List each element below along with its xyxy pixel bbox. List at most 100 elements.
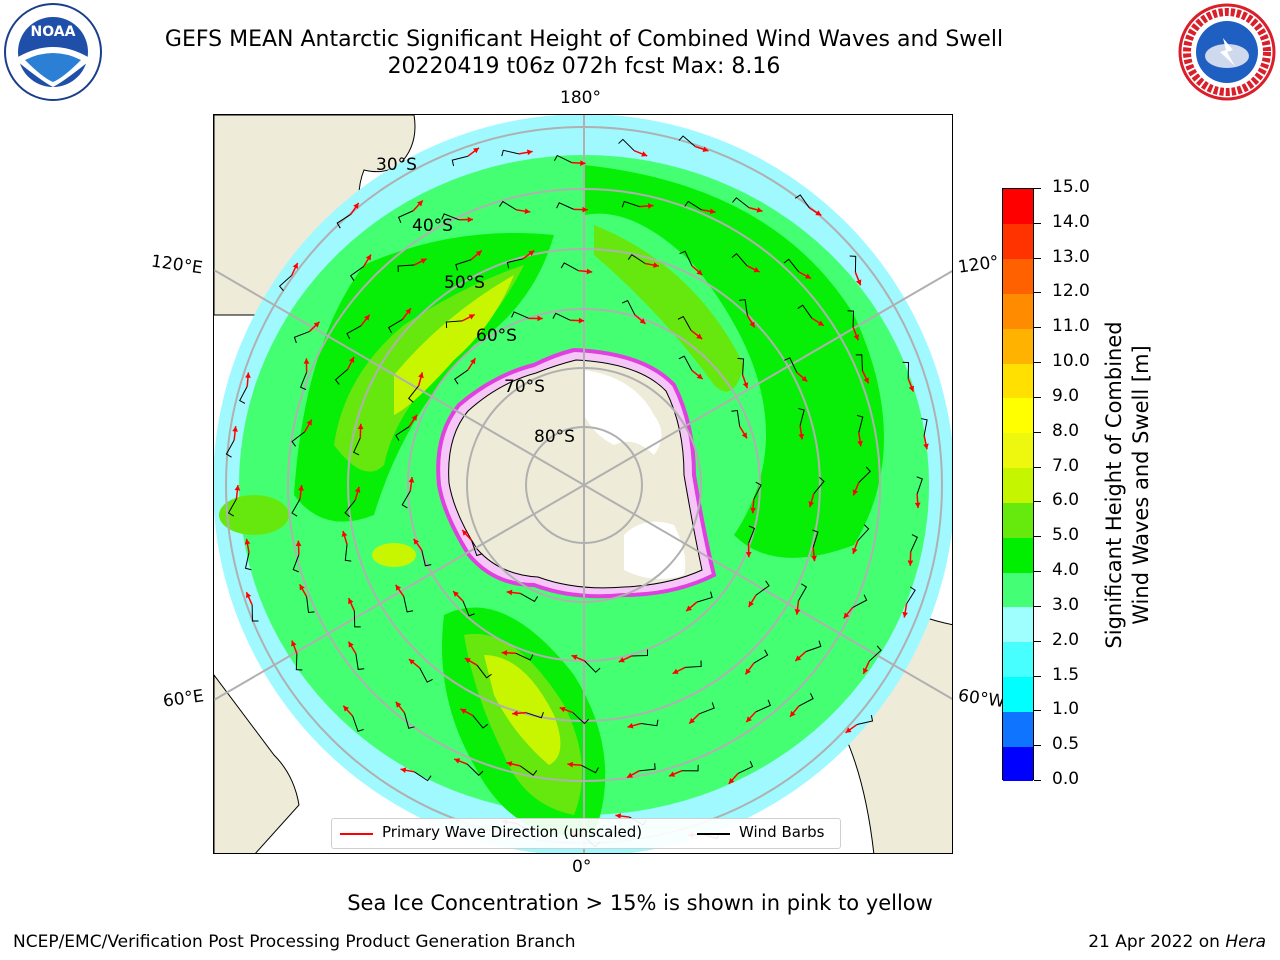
wave-direction-arrowhead — [580, 160, 586, 166]
wind-barb — [678, 355, 693, 371]
colorbar-tick-mark — [1034, 257, 1041, 259]
wind-barb — [731, 253, 748, 267]
wave-direction-arrowhead — [686, 605, 692, 612]
wind-barb — [299, 372, 308, 391]
wave-direction-arrowhead — [728, 777, 735, 784]
wave-direction-arrowhead — [843, 612, 850, 619]
wind-barb — [621, 200, 640, 208]
wind-barb — [731, 409, 741, 427]
wind-barb — [857, 524, 870, 542]
wind-barb — [812, 529, 819, 548]
wave-direction-arrowhead — [420, 258, 427, 264]
wind-barb — [732, 197, 750, 209]
wave-direction-arrowhead — [295, 540, 302, 547]
wind-barb — [291, 498, 301, 517]
credit-left: NCEP/EMC/Verification Post Processing Pr… — [13, 932, 576, 952]
colorbar-tick-mark — [1034, 188, 1041, 189]
wave-direction-arrowhead — [232, 426, 238, 432]
wave-direction-arrowhead — [468, 314, 475, 320]
wind-barb — [239, 386, 248, 404]
graticule — [214, 115, 952, 853]
wave-direction-arrowhead — [798, 433, 805, 440]
wave-direction-arrowhead — [475, 250, 482, 257]
wave-direction-arrowhead — [914, 502, 921, 509]
wind-barb — [794, 194, 810, 209]
wind-barb — [679, 250, 693, 266]
colorbar-segment — [1003, 293, 1033, 329]
wind-barb — [408, 385, 420, 403]
colorbar-tick-mark — [1034, 222, 1041, 224]
wave-direction-arrowhead — [801, 375, 808, 382]
wave-direction-arrowhead — [862, 667, 869, 674]
wind-barb — [349, 266, 364, 281]
colorbar-tick-mark — [1034, 466, 1041, 468]
wave-direction-arrowhead — [506, 761, 513, 767]
wave-direction-arrowhead — [537, 315, 543, 322]
wind-barb — [682, 764, 699, 772]
wave-direction-arrowhead — [908, 385, 915, 392]
wave-direction-arrowhead — [567, 761, 573, 768]
wave-direction-arrowhead — [745, 551, 752, 558]
wind-barb — [397, 210, 414, 224]
wind-barb — [355, 653, 365, 670]
wind-barb — [353, 610, 361, 628]
colorbar-tick-label: 2.0 — [1052, 629, 1080, 650]
colorbar-label-line2: Wind Waves and Swell [m] — [1129, 345, 1153, 625]
lat-label-40s: 40°S — [412, 216, 453, 236]
wind-barb — [519, 765, 538, 776]
legend: Primary Wave Direction (unscaled) Wind B… — [331, 818, 841, 849]
colorbar-segment — [1003, 467, 1033, 503]
wind-barb — [334, 369, 348, 385]
wind-barb — [471, 540, 483, 557]
wave-direction-arrowhead — [245, 592, 252, 599]
wind-barb — [466, 763, 484, 776]
wave-direction-arrowhead — [528, 250, 535, 256]
wind-barb — [292, 554, 300, 573]
wind-barb — [451, 155, 468, 167]
wind-barb — [584, 660, 601, 673]
wind-barb — [403, 596, 414, 613]
wind-barb — [511, 311, 529, 319]
lat-label-60s: 60°S — [476, 326, 517, 346]
colorbar-segment — [1003, 189, 1033, 225]
wind-barb — [784, 357, 798, 373]
wind-barb — [462, 600, 475, 617]
wave-direction-arrowhead — [395, 701, 402, 708]
wave-direction-arrowhead — [709, 208, 716, 215]
wave-direction-arrowhead — [702, 146, 709, 152]
wind-barb — [499, 200, 517, 211]
colorbar-tick-mark — [1034, 536, 1041, 538]
wave-direction-arrowhead — [512, 710, 518, 717]
colorbar-segment — [1003, 641, 1033, 678]
wind-barb — [798, 583, 808, 602]
colorbar-tick-mark — [1034, 605, 1041, 607]
wind-barb — [520, 593, 539, 603]
wave-direction-arrowhead — [745, 668, 751, 675]
wave-direction-arrowhead — [845, 727, 852, 733]
wave-direction-arrowhead — [578, 317, 585, 324]
wave-direction-arrowhead — [348, 598, 354, 605]
colorbar-segment — [1003, 746, 1033, 782]
wind-barb — [552, 312, 571, 321]
wind-barb — [852, 594, 868, 609]
wind-barb — [755, 580, 770, 596]
lon-label-0: 0° — [572, 857, 592, 877]
colorbar-segment — [1003, 711, 1033, 747]
wave-direction-arrowhead — [748, 601, 754, 608]
wave-direction-arrowhead — [689, 717, 696, 724]
wind-barb — [515, 652, 534, 661]
wave-direction-arrowhead — [907, 560, 914, 566]
wind-barb — [395, 426, 410, 441]
wave-direction-arrowhead — [627, 722, 634, 729]
wave-direction-arrowhead — [696, 373, 703, 380]
wave-direction-arrowhead — [408, 477, 415, 483]
colorbar-segment — [1003, 258, 1033, 294]
wind-barb — [641, 719, 659, 727]
wind-barb — [685, 660, 702, 668]
wind-barb — [344, 500, 356, 518]
colorbar-segment — [1003, 537, 1033, 573]
colorbar-tick-mark — [1034, 780, 1041, 781]
colorbar-tick-mark — [1034, 501, 1041, 503]
map-canvas: 30°S 40°S 50°S 60°S 70°S 80°S — [214, 115, 952, 853]
wind-barb — [739, 299, 748, 316]
